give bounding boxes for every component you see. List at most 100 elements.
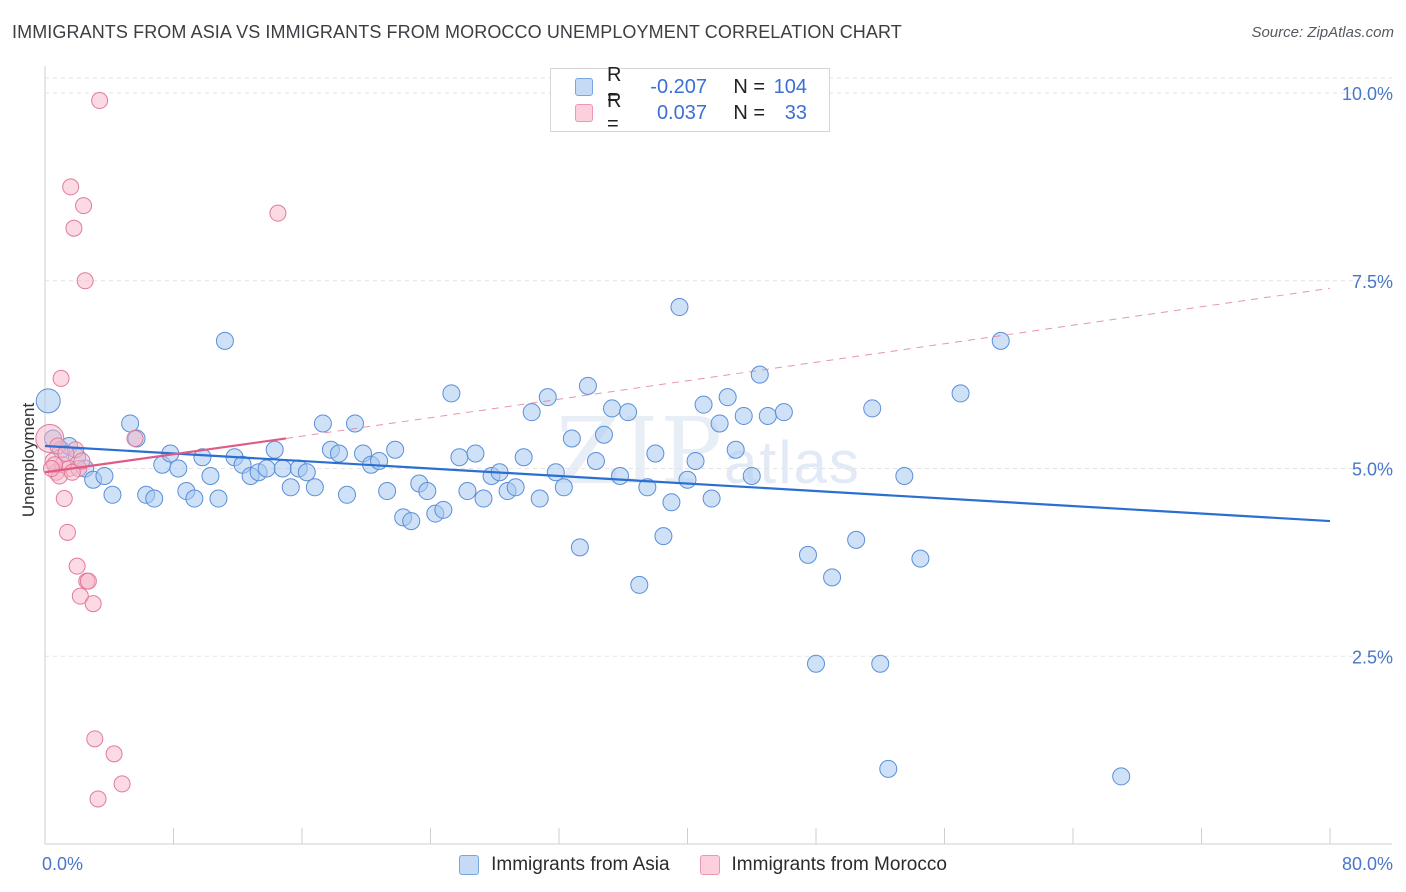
- asia-point: [201, 467, 220, 486]
- y-axis-label: Unemployment: [19, 403, 38, 518]
- asia-point: [646, 444, 665, 463]
- legend-swatch-morocco: [575, 104, 593, 122]
- morocco-point: [105, 745, 123, 763]
- morocco-point: [91, 92, 109, 110]
- legend-n-label: N =: [733, 101, 765, 124]
- asia-point: [442, 384, 461, 403]
- morocco-point: [71, 587, 89, 605]
- morocco-point: [89, 790, 107, 808]
- legend-r-label: R =: [607, 90, 622, 135]
- asia-point: [506, 478, 525, 497]
- asia-point: [611, 467, 630, 486]
- asia-point: [570, 538, 589, 557]
- series-legend: Immigrants from Asia Immigrants from Mor…: [0, 852, 1406, 878]
- morocco-point: [73, 452, 91, 470]
- asia-point: [466, 444, 485, 463]
- asia-point: [1112, 767, 1131, 786]
- asia-point: [694, 395, 713, 414]
- morocco-point: [84, 595, 102, 613]
- watermark-atlas: atlas: [724, 429, 861, 496]
- asia-point: [718, 388, 737, 407]
- legend-row-morocco: R = 0.037 N = 33: [575, 90, 807, 135]
- morocco-point: [55, 490, 73, 508]
- series-swatch-morocco: [699, 855, 720, 875]
- asia-point: [169, 459, 188, 478]
- series-label-morocco: Immigrants from Morocco: [731, 854, 947, 875]
- axis-labels: 2.5% 5.0% 7.5% 10.0% 0.0% 80.0% Unemployment: [19, 84, 1393, 874]
- asia-point: [554, 478, 573, 497]
- asia-point: [734, 406, 753, 425]
- morocco-point: [79, 572, 97, 590]
- legend-n-label: N =: [733, 75, 765, 98]
- asia-point: [538, 388, 557, 407]
- morocco-points: [35, 92, 287, 808]
- y-tick-label: 2.5%: [1352, 647, 1393, 667]
- asia-point: [911, 549, 930, 568]
- morocco-point: [76, 272, 94, 290]
- axes: [44, 66, 1392, 845]
- asia-point: [458, 482, 477, 501]
- legend-r-value: -0.207: [650, 75, 707, 98]
- gridlines: [45, 77, 1392, 657]
- morocco-point: [269, 204, 287, 222]
- asia-point: [522, 403, 541, 422]
- y-tick-label: 7.5%: [1352, 272, 1393, 292]
- asia-point: [103, 485, 122, 504]
- asia-point: [281, 478, 300, 497]
- asia-point: [305, 478, 324, 497]
- asia-point: [742, 467, 761, 486]
- asia-point: [619, 403, 638, 422]
- asia-point: [329, 444, 348, 463]
- asia-point: [95, 467, 114, 486]
- legend-swatch-asia: [575, 78, 593, 96]
- morocco-point: [58, 523, 76, 541]
- asia-point: [758, 406, 777, 425]
- legend-r-value: 0.037: [656, 101, 707, 124]
- legend-n-value: 104: [773, 75, 807, 98]
- asia-point: [726, 440, 745, 459]
- asia-point: [603, 399, 622, 418]
- asia-point: [273, 459, 292, 478]
- asia-point: [594, 425, 613, 444]
- asia-point: [847, 530, 866, 549]
- morocco-trend-extension: [285, 287, 1331, 439]
- series-legend-asia[interactable]: Immigrants from Asia: [459, 854, 670, 876]
- legend-n-value: 33: [784, 101, 807, 124]
- asia-point: [654, 527, 673, 546]
- asia-point: [710, 414, 729, 433]
- asia-point: [774, 403, 793, 422]
- asia-point: [257, 459, 276, 478]
- asia-point: [863, 399, 882, 418]
- asia-point: [895, 467, 914, 486]
- y-tick-label: 5.0%: [1352, 460, 1393, 480]
- asia-point: [145, 489, 164, 508]
- morocco-trend-line: [44, 437, 287, 474]
- asia-point: [871, 654, 890, 673]
- morocco-point: [126, 429, 144, 447]
- asia-point: [215, 331, 234, 350]
- asia-point: [35, 388, 61, 414]
- morocco-point: [65, 219, 83, 237]
- asia-point: [662, 493, 681, 512]
- morocco-point: [57, 444, 75, 462]
- asia-point: [193, 448, 212, 467]
- correlation-legend: R = -0.207 N = 104 R = 0.037 N = 33: [550, 64, 830, 135]
- asia-point: [450, 448, 469, 467]
- asia-point: [798, 545, 817, 564]
- asia-point: [750, 365, 769, 384]
- asia-point: [346, 414, 365, 433]
- series-legend-morocco[interactable]: Immigrants from Morocco: [699, 854, 947, 876]
- series-label-asia: Immigrants from Asia: [491, 854, 670, 875]
- asia-point: [546, 463, 565, 482]
- asia-point: [313, 414, 332, 433]
- asia-point: [265, 440, 284, 459]
- legend-r-label: R =: [607, 64, 622, 109]
- asia-point: [378, 482, 397, 501]
- morocco-point: [52, 369, 70, 387]
- asia-point: [686, 452, 705, 470]
- asia-point: [951, 384, 970, 403]
- morocco-point: [42, 460, 60, 478]
- asia-point: [209, 489, 228, 508]
- asia-point: [297, 463, 316, 482]
- asia-point: [630, 575, 649, 594]
